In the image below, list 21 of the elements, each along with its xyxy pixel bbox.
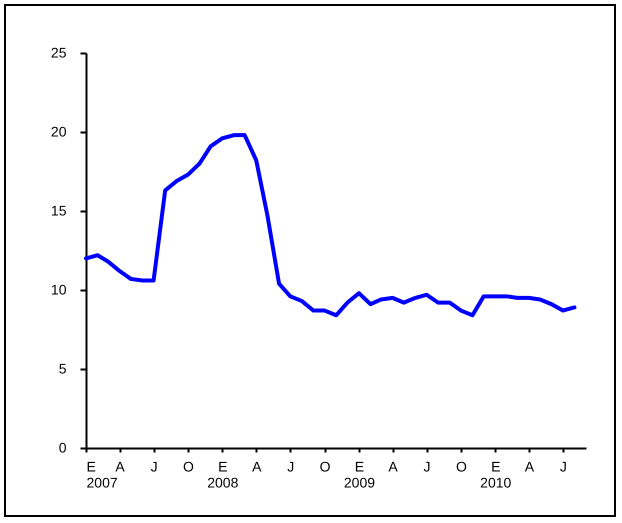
x-tick-label: A: [252, 458, 262, 474]
x-tick-label: E 2008: [207, 458, 239, 490]
x-tick-label: J: [424, 458, 431, 474]
x-tick-label: O: [320, 458, 331, 474]
x-tick-label: J: [150, 458, 158, 474]
x-tick-label: A: [388, 458, 398, 474]
x-tick-label: A: [524, 458, 535, 474]
x-tick-label: E 2010: [480, 458, 512, 490]
y-tick-label: 5: [58, 360, 67, 376]
x-tick-label: O: [456, 458, 467, 474]
y-tick-label: 10: [50, 282, 67, 298]
x-tick-label: J: [560, 458, 567, 474]
line-series: [84, 133, 576, 318]
x-tick-label: O: [182, 458, 194, 474]
y-tick-label: 25: [50, 44, 67, 60]
y-tick-label: 20: [50, 124, 67, 140]
x-tick-label: J: [287, 458, 294, 474]
y-tick-label: 0: [58, 440, 67, 456]
y-tick-label: 15: [50, 202, 67, 218]
x-tick-label: E 2009: [344, 458, 376, 490]
x-tick-label: A: [115, 458, 126, 474]
